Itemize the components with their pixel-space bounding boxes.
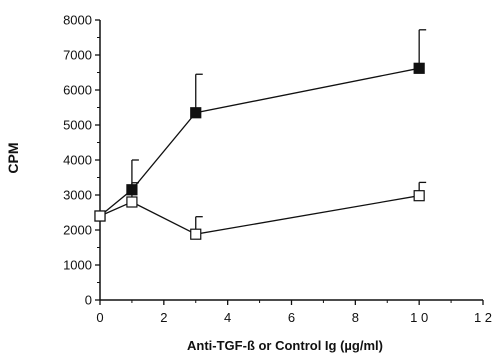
y-tick-label: 3000 bbox=[63, 188, 92, 203]
data-point-filled bbox=[413, 62, 425, 74]
data-point-filled bbox=[190, 107, 202, 119]
series-line bbox=[99, 195, 420, 235]
y-tick-label: 6000 bbox=[63, 83, 92, 98]
x-tick-label: 6 bbox=[288, 310, 295, 325]
y-tick-label: 5000 bbox=[63, 118, 92, 133]
x-ticks: 0 2 4 6 8 1 0 1 2 bbox=[96, 300, 492, 325]
x-tick-label: 0 bbox=[96, 310, 103, 325]
x-tick-label: 8 bbox=[352, 310, 359, 325]
y-tick-label: 1000 bbox=[63, 258, 92, 273]
y-tick-label: 2000 bbox=[63, 223, 92, 238]
y-tick-label: 7000 bbox=[63, 48, 92, 63]
x-tick-label: 1 2 bbox=[474, 310, 492, 325]
y-tick-label: 4000 bbox=[63, 153, 92, 168]
x-tick-label: 1 0 bbox=[410, 310, 428, 325]
data-point-open bbox=[94, 210, 106, 222]
data-point-open bbox=[190, 228, 202, 240]
data-point-open bbox=[413, 190, 425, 202]
x-tick-label: 2 bbox=[160, 310, 167, 325]
y-tick-label: 0 bbox=[85, 293, 92, 308]
x-axis-title: Anti-TGF-ß or Control Ig (µg/ml) bbox=[187, 338, 383, 353]
y-ticks: 0 1000 2000 3000 4000 5000 6000 7000 8000 bbox=[63, 13, 100, 308]
series-layer bbox=[94, 29, 427, 240]
series-1 bbox=[94, 29, 427, 222]
data-point-open bbox=[126, 196, 138, 208]
series-2 bbox=[94, 181, 427, 240]
axes bbox=[99, 20, 483, 301]
x-tick-label: 4 bbox=[224, 310, 231, 325]
y-tick-label: 8000 bbox=[63, 13, 92, 28]
y-axis-title: CPM bbox=[5, 142, 21, 173]
series-line bbox=[99, 67, 420, 217]
